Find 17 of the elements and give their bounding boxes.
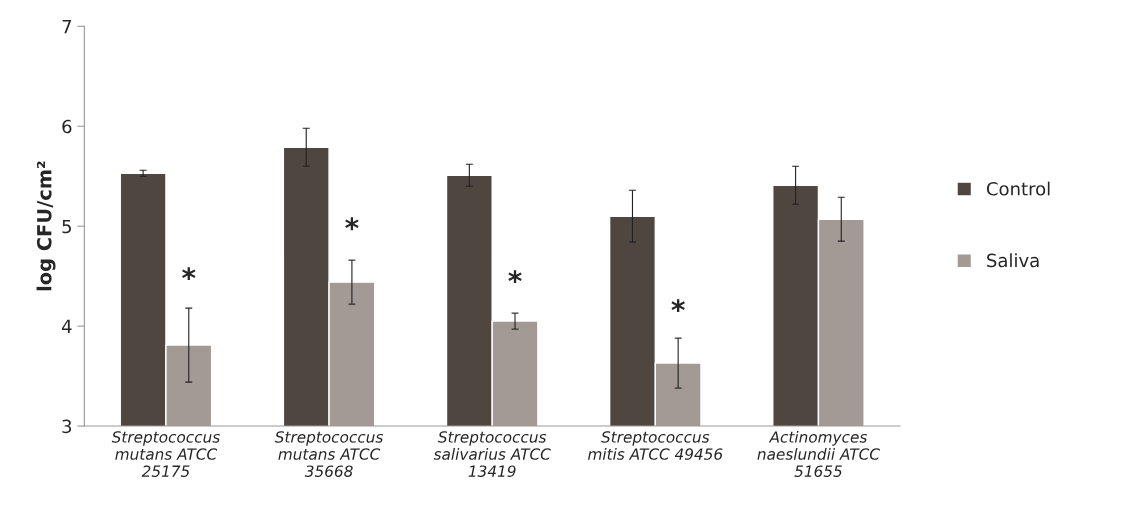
legend-label: Saliva bbox=[987, 253, 1039, 268]
y-tick-label: 3 bbox=[62, 419, 72, 434]
y-tick-label: 7 bbox=[62, 20, 72, 34]
legend-label: Control bbox=[986, 181, 1050, 196]
x-tick-label: Streptococcus mutans ATCC 35668 bbox=[274, 431, 384, 477]
x-tick-label: Streptococcus mutans ATCC 25175 bbox=[111, 431, 220, 477]
y-tick-label: 6 bbox=[62, 119, 72, 134]
y-tick-label: 5 bbox=[62, 219, 71, 234]
x-tick-label: Actinomyces naeslundii ATCC 51655 bbox=[757, 430, 880, 477]
x-tick-label: Streptococcus salivarius ATCC 13419 bbox=[433, 431, 551, 477]
x-tick-label: Streptococcus mitis ATCC 49456 bbox=[588, 431, 723, 460]
annotation: * bbox=[182, 267, 196, 281]
y-tick-label: 4 bbox=[61, 319, 72, 333]
y-axis-title: log CFU/cm² bbox=[36, 161, 56, 291]
annotation: * bbox=[508, 270, 522, 284]
annotation: * bbox=[345, 217, 359, 231]
annotation: * bbox=[671, 299, 685, 313]
